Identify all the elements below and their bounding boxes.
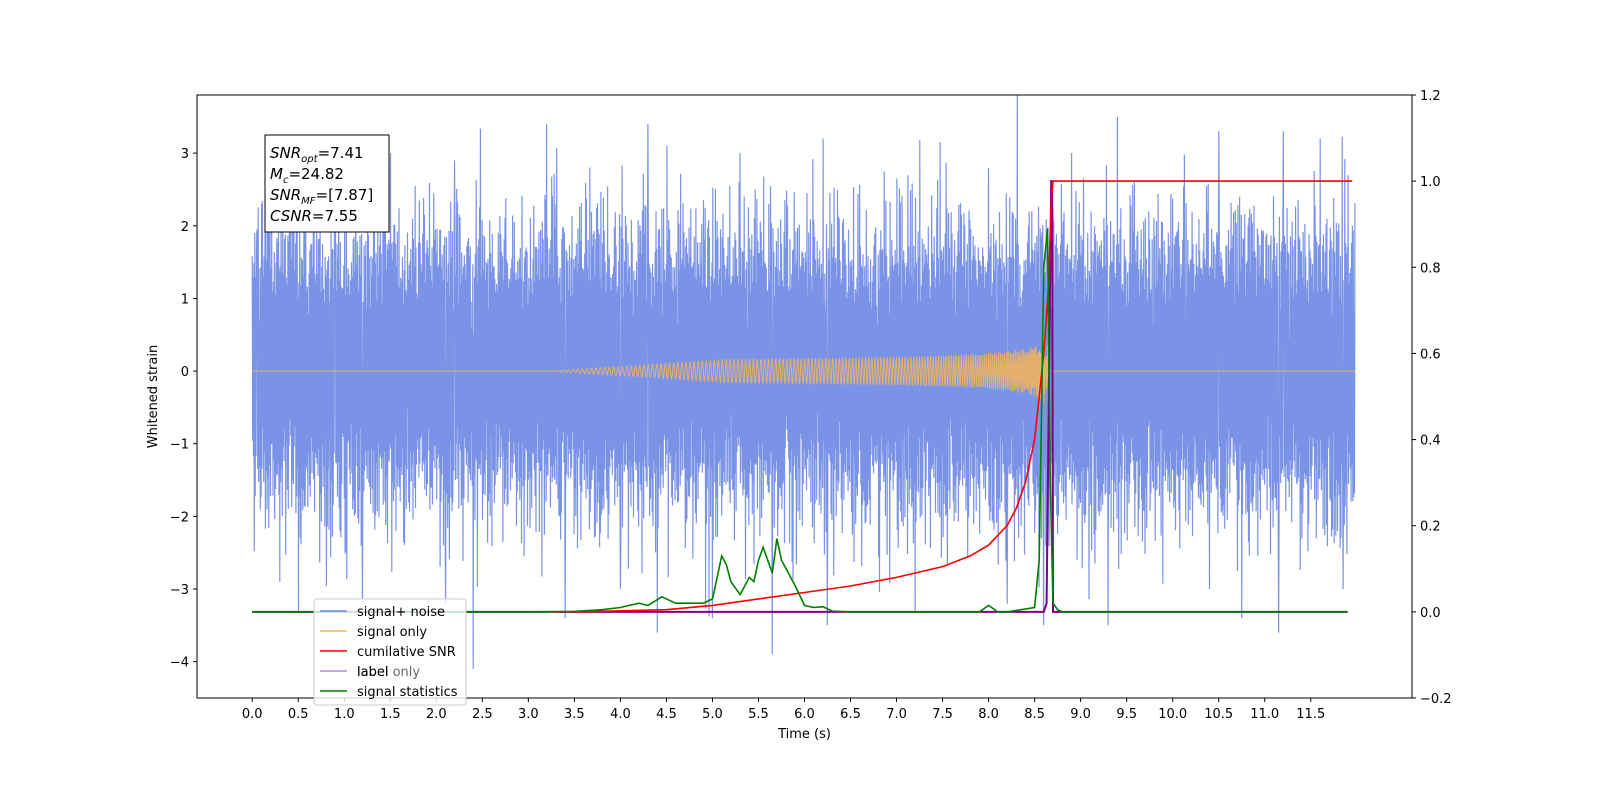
x-tick-label: 6.5 [840,707,861,722]
legend-label-only: label only [357,665,420,680]
x-tick-label: 7.5 [932,707,953,722]
y-right-tick-label: 0.6 [1420,347,1441,362]
x-tick-label: 10.0 [1158,707,1187,722]
series-signal-only [252,340,1355,414]
y-left-tick-label: 2 [181,220,189,235]
x-tick-label: 8.0 [978,707,999,722]
x-tick-label: 5.5 [748,707,769,722]
series-label [252,180,1348,613]
y-right-tick-label: 0.4 [1420,434,1441,449]
csnr-annotation: CSNR=7.55 [270,207,358,225]
x-tick-label: 9.5 [1116,707,1137,722]
x-tick-label: 9.0 [1070,707,1091,722]
x-tick-label: 4.0 [610,707,631,722]
y-left-tick-label: 0 [181,365,189,380]
y-right-tick-label: −0.2 [1420,692,1452,707]
x-tick-label: 2.0 [426,707,447,722]
x-tick-label: 0.0 [242,707,263,722]
legend-label: label [357,665,388,680]
legend-signal-plus-noise: signal+ noise [357,605,445,620]
x-tick-label: 4.5 [656,707,677,722]
y-right-tick-label: 1.0 [1420,175,1441,190]
legend-signal-statistics: signal statistics [357,685,458,700]
x-tick-label: 11.5 [1296,707,1325,722]
legend: signal+ noise signal only cumilative SNR la… [313,598,467,706]
x-tick-label: 11.0 [1250,707,1279,722]
y-axis-left: 3 2 1 0 −1 −2 −3 −4 [170,147,197,671]
x-tick-label: 3.5 [564,707,585,722]
x-tick-label: 0.5 [288,707,309,722]
y-right-tick-label: 0.2 [1420,520,1441,535]
x-tick-label: 6.0 [794,707,815,722]
annotation-frame [264,134,390,233]
y-right-tick-label: 1.2 [1420,89,1441,104]
x-axis-label: Time (s) [777,727,831,742]
chirp-mass-annotation: Mc=24.82 [270,165,344,186]
x-tick-label: 2.5 [472,707,493,722]
y-right-tick-label: 0.8 [1420,261,1441,276]
x-tick-label: 8.5 [1024,707,1045,722]
y-left-tick-label: 3 [181,147,189,162]
legend-signal-only: signal only [357,625,427,640]
x-tick-label: 7.0 [886,707,907,722]
legend-cumulative-snr: cumilative SNR [357,645,456,660]
x-axis: 0.0 0.5 1.0 1.5 2.0 2.5 3.0 3.5 4.0 4.5 5.0 5.5 6.0 6… [242,698,1325,722]
legend-frame [313,598,467,706]
plot-series [251,95,1356,669]
snr-mf-annotation: SNRMF=[7.87] [270,186,373,207]
x-tick-label: 1.5 [380,707,401,722]
y-left-tick-label: −4 [170,656,189,671]
y-axis-right: 1.2 1.0 0.8 0.6 0.4 0.2 0.0 −0.2 [1412,89,1452,707]
y-left-tick-label: −3 [170,583,189,598]
snr-opt-annotation: SNRopt=7.41 [270,144,364,165]
x-tick-label: 1.0 [334,707,355,722]
x-tick-label: 10.5 [1204,707,1233,722]
y-left-tick-label: −2 [170,510,189,525]
y-left-tick-label: −1 [170,438,189,453]
series-signal-plus-noise [251,95,1356,669]
x-tick-label: 5.0 [702,707,723,722]
x-tick-label: 3.0 [518,707,539,722]
y-axis-label-left: Whitened strain [146,345,161,448]
y-right-tick-label: 0.0 [1420,606,1441,621]
y-left-tick-label: 1 [181,292,189,307]
series-signal-statistics [252,228,1348,613]
